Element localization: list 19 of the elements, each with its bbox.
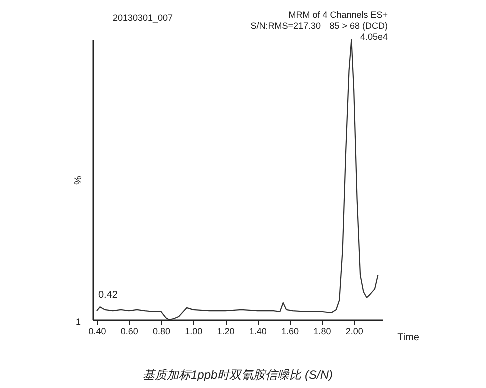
- x-tick-label: 1.20: [217, 326, 235, 336]
- x-tick-label: 1.00: [185, 326, 203, 336]
- text: 20130301_007: [112, 13, 174, 23]
- x-tick-label: 1.80: [314, 326, 332, 336]
- text: S/N:RMS=217.30: [250, 21, 321, 31]
- x-tick-label: 1.60: [282, 326, 300, 336]
- x-tick-label: 2.00: [346, 326, 364, 336]
- text: MRM of 4 Channels ES+: [288, 10, 388, 20]
- y-axis-title: %: [74, 176, 84, 185]
- x-tick-label: 1.40: [249, 326, 267, 336]
- x-tick-label: 0.80: [153, 326, 171, 336]
- text: 1: [76, 317, 81, 327]
- annotation: 4.05e4: [360, 32, 388, 42]
- x-tick-label: 0.40: [88, 326, 106, 336]
- annotation: 0.42: [98, 290, 118, 302]
- text: 85 > 68 (DCD): [330, 21, 388, 31]
- x-tick-label: 0.60: [120, 326, 138, 336]
- x-axis-title: Time: [398, 332, 420, 344]
- text: 基质加标1ppb时双氰胺信噪比 (S/N): [142, 368, 334, 382]
